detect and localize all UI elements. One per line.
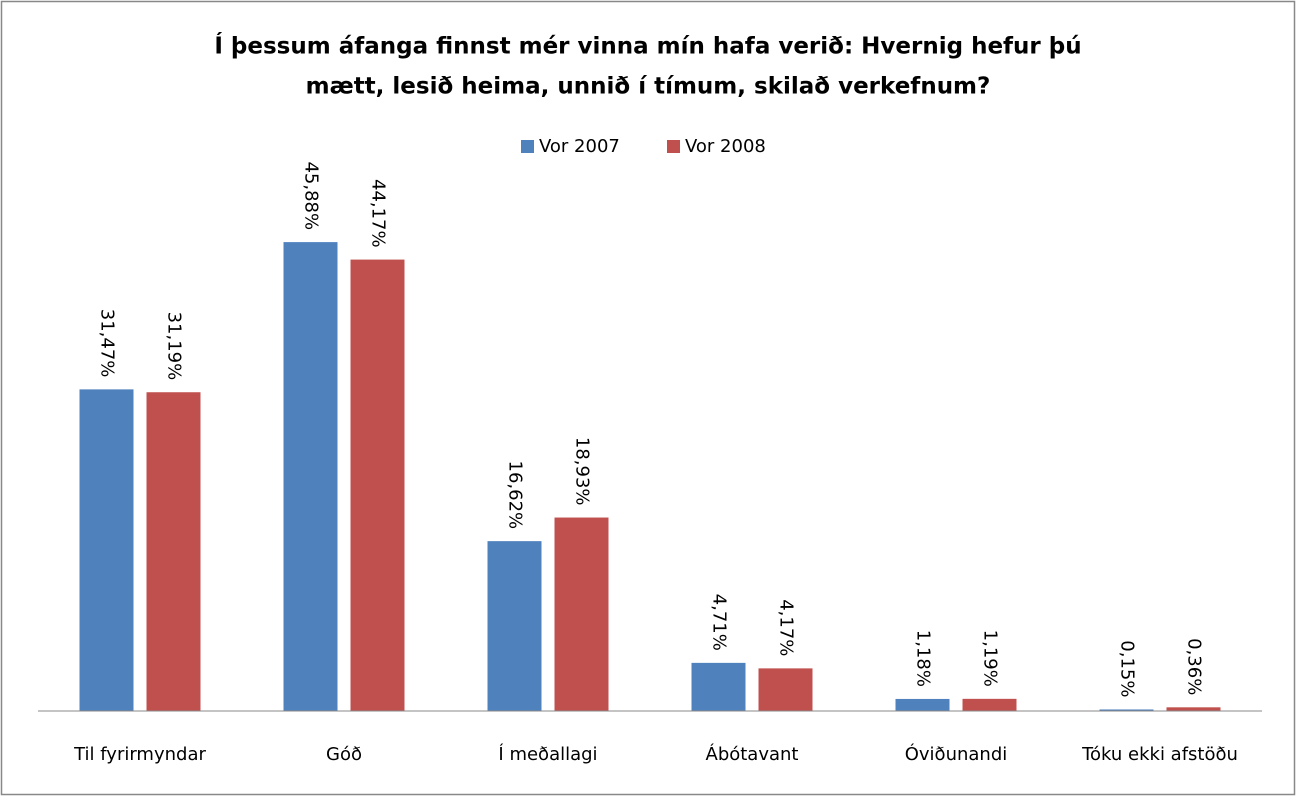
x-tick-label: Góð [326,744,362,765]
bar [962,698,1017,711]
bar [283,242,338,712]
bar [691,662,746,711]
data-label: 16,62% [505,461,526,530]
data-label: 0,15% [1117,640,1138,697]
x-tick-label: Ábótavant [706,743,799,765]
data-label: 31,19% [164,312,185,381]
data-label: 4,71% [709,594,730,651]
bar [758,668,813,711]
bar [79,389,134,711]
legend-label: Vor 2007 [539,136,620,157]
x-tick-label: Óviðunandi [905,743,1008,765]
chart-title: Í þessum áfanga finnst mér vinna mín haf… [214,32,1081,60]
data-label: 44,17% [368,179,389,248]
x-tick-label: Tóku ekki afstöðu [1081,744,1238,765]
bar [554,517,609,711]
legend-swatch [521,140,534,153]
data-label: 4,17% [776,599,797,656]
bar [146,392,201,711]
x-tick-label: Til fyrirmyndar [73,744,206,765]
data-label: 1,19% [980,630,1001,687]
bar [895,698,950,711]
data-label: 45,88% [301,161,322,230]
chart-title: mætt, lesið heima, unnið í tímum, skilað… [306,74,991,100]
x-tick-label: Í meðallagi [498,743,597,765]
data-label: 0,36% [1184,638,1205,695]
bar [1099,709,1154,711]
bar [1166,707,1221,711]
data-label: 31,47% [97,309,118,378]
data-label: 1,18% [913,630,934,687]
legend-swatch [667,140,680,153]
data-label: 18,93% [572,437,593,506]
bar [487,541,542,711]
legend-label: Vor 2008 [685,136,766,157]
bar [350,259,405,711]
